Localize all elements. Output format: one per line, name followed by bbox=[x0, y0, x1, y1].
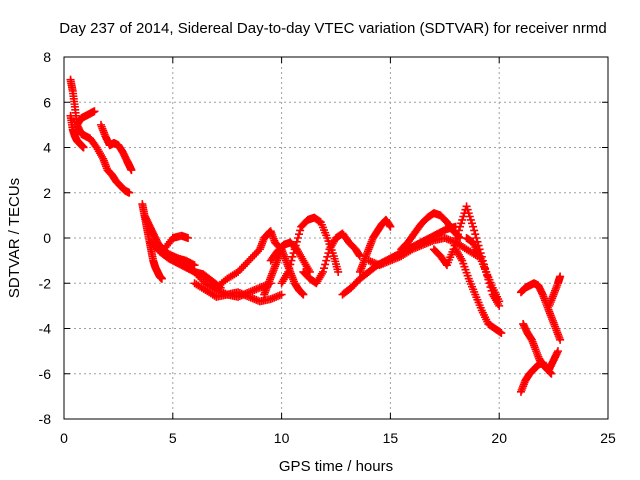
data-series bbox=[462, 234, 504, 306]
data-point bbox=[469, 222, 478, 231]
data-points bbox=[66, 75, 565, 396]
y-tick-label: 2 bbox=[43, 185, 51, 201]
data-point bbox=[497, 329, 506, 338]
data-series bbox=[545, 272, 565, 310]
y-tick-label: -8 bbox=[39, 411, 52, 427]
data-point bbox=[318, 267, 327, 276]
data-series bbox=[190, 279, 286, 306]
x-tick-label: 10 bbox=[274, 430, 290, 446]
data-point bbox=[277, 290, 286, 299]
data-point bbox=[79, 143, 88, 152]
data-point bbox=[495, 297, 504, 306]
data-point bbox=[252, 249, 261, 258]
y-tick-label: -2 bbox=[39, 275, 52, 291]
y-tick-label: -6 bbox=[39, 366, 52, 382]
data-point bbox=[470, 226, 479, 235]
data-point bbox=[322, 256, 331, 265]
data-point bbox=[452, 234, 461, 242]
data-point bbox=[295, 230, 304, 239]
data-point bbox=[241, 260, 250, 269]
data-series bbox=[73, 107, 99, 129]
y-axis-label: SDTVAR / TECUs bbox=[6, 178, 23, 298]
data-series bbox=[364, 234, 482, 270]
y-tick-label: -4 bbox=[39, 321, 52, 337]
x-tick-label: 20 bbox=[491, 430, 507, 446]
data-point bbox=[90, 107, 99, 116]
data-series bbox=[96, 120, 136, 175]
data-series bbox=[138, 200, 166, 283]
x-tick-label: 25 bbox=[600, 430, 616, 446]
data-point bbox=[556, 335, 565, 344]
data-point bbox=[450, 241, 459, 250]
y-tick-label: 8 bbox=[43, 49, 51, 65]
data-series bbox=[66, 111, 88, 152]
y-tick-label: 6 bbox=[43, 94, 51, 110]
data-point bbox=[246, 254, 255, 263]
data-series bbox=[516, 279, 565, 344]
chart-title: Day 237 of 2014, Sidereal Day-to-day VTE… bbox=[59, 20, 606, 37]
data-point bbox=[323, 252, 332, 261]
data-point bbox=[320, 264, 329, 273]
data-point bbox=[184, 234, 193, 242]
data-point bbox=[244, 256, 253, 265]
data-point bbox=[289, 249, 298, 258]
data-point bbox=[287, 256, 296, 265]
data-point bbox=[293, 234, 302, 242]
data-point bbox=[453, 230, 462, 239]
axis-ticks: 0 5 10 15 20 25 -8 -6 -4 -2 0 2 4 6 8 bbox=[39, 49, 616, 446]
data-series bbox=[299, 229, 364, 288]
data-series bbox=[516, 358, 556, 396]
data-point bbox=[285, 264, 294, 273]
data-point bbox=[321, 260, 330, 269]
data-point bbox=[299, 290, 308, 299]
data-point bbox=[296, 226, 305, 235]
data-point bbox=[324, 249, 333, 258]
data-point bbox=[288, 252, 297, 261]
data-point bbox=[334, 267, 343, 276]
x-tick-label: 15 bbox=[383, 430, 399, 446]
data-series bbox=[277, 213, 343, 288]
data-point bbox=[250, 250, 259, 259]
data-point bbox=[547, 369, 556, 378]
data-point bbox=[472, 234, 481, 242]
data-point bbox=[157, 274, 166, 283]
data-point bbox=[454, 226, 463, 235]
data-series bbox=[66, 75, 134, 197]
x-axis-label: GPS time / hours bbox=[279, 458, 393, 475]
data-point bbox=[248, 252, 257, 261]
data-point bbox=[290, 245, 299, 254]
plot-frame bbox=[63, 56, 609, 420]
data-point bbox=[292, 237, 301, 246]
data-point bbox=[127, 166, 136, 175]
data-point bbox=[286, 260, 295, 269]
data-series bbox=[451, 245, 506, 338]
data-point bbox=[243, 258, 252, 267]
data-point bbox=[284, 267, 293, 276]
data-point bbox=[125, 188, 134, 197]
data-point bbox=[239, 262, 248, 271]
data-point bbox=[386, 222, 395, 231]
data-point bbox=[291, 241, 300, 250]
data-point bbox=[451, 237, 460, 246]
x-tick-label: 0 bbox=[60, 430, 68, 446]
y-tick-label: 4 bbox=[43, 140, 51, 156]
data-series bbox=[355, 215, 395, 276]
data-series bbox=[266, 238, 314, 276]
x-tick-label: 5 bbox=[169, 430, 177, 446]
data-point bbox=[556, 272, 565, 281]
data-series bbox=[160, 231, 193, 254]
y-tick-label: 0 bbox=[43, 230, 51, 246]
data-point bbox=[553, 347, 562, 356]
data-point bbox=[471, 230, 480, 239]
data-point bbox=[237, 264, 246, 273]
